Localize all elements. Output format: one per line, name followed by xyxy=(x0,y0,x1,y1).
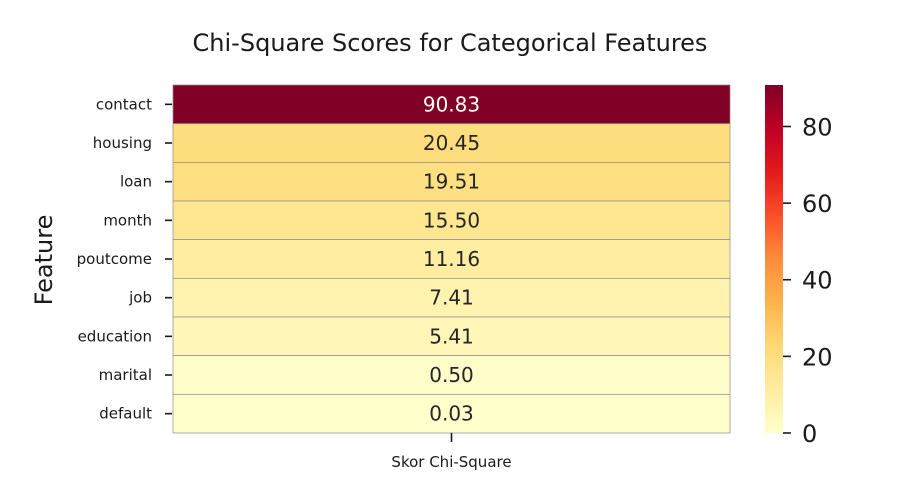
heatmap-cell-housing xyxy=(172,123,731,163)
cell-value-label: 90.83 xyxy=(423,92,480,116)
colorbar-ticks: 0 20 40 60 80 xyxy=(783,113,833,448)
y-tick-label-housing: housing xyxy=(93,134,152,152)
cell-value-label: 11.16 xyxy=(423,247,480,271)
y-tick-label-poutcome: poutcome xyxy=(77,250,152,268)
heatmap-cells: 90.83 20.45 19.51 15.50 11.16 7.41 5.41 0.50 0.0… xyxy=(172,84,731,434)
heatmap-cell-marital xyxy=(172,355,731,395)
cell-value-label: 15.50 xyxy=(423,208,480,232)
colorbar-tick-label: 20 xyxy=(802,343,833,371)
colorbar-tick-label: 0 xyxy=(802,420,817,448)
heatmap-cell-loan xyxy=(172,161,731,202)
y-tick-label-loan: loan xyxy=(120,173,152,191)
colorbar xyxy=(765,85,783,433)
chart-title: Chi-Square Scores for Categorical Featur… xyxy=(193,29,708,57)
y-tick-label-contact: contact xyxy=(96,95,152,113)
heatmap-cell-contact xyxy=(172,84,731,125)
heatmap-cell-poutcome xyxy=(172,239,731,279)
heatmap-cell-month xyxy=(172,200,731,241)
cell-value-label: 0.50 xyxy=(429,363,474,387)
y-tick-label-education: education xyxy=(78,327,152,345)
y-tick-label-job: job xyxy=(128,289,152,307)
colorbar-tick-label: 60 xyxy=(802,190,833,218)
cell-value-label: 5.41 xyxy=(429,324,474,348)
x-tick-label: Skor Chi-Square xyxy=(391,453,511,471)
cell-value-label: 7.41 xyxy=(429,286,474,310)
y-tick-label-month: month xyxy=(103,211,152,229)
x-axis-ticks: Skor Chi-Square xyxy=(391,433,512,471)
cell-value-label: 20.45 xyxy=(423,131,480,155)
cell-value-label: 19.51 xyxy=(423,170,480,194)
heatmap-cell-job xyxy=(172,277,731,318)
y-axis-label: Feature xyxy=(30,215,58,306)
cell-value-label: 0.03 xyxy=(429,402,474,426)
colorbar-tick-label: 40 xyxy=(802,267,833,295)
y-tick-label-default: default xyxy=(99,405,152,423)
colorbar-tick-label: 80 xyxy=(802,113,833,141)
y-axis-ticks: contact housing loan month poutcome job educat… xyxy=(77,95,172,423)
y-tick-label-marital: marital xyxy=(99,366,152,384)
